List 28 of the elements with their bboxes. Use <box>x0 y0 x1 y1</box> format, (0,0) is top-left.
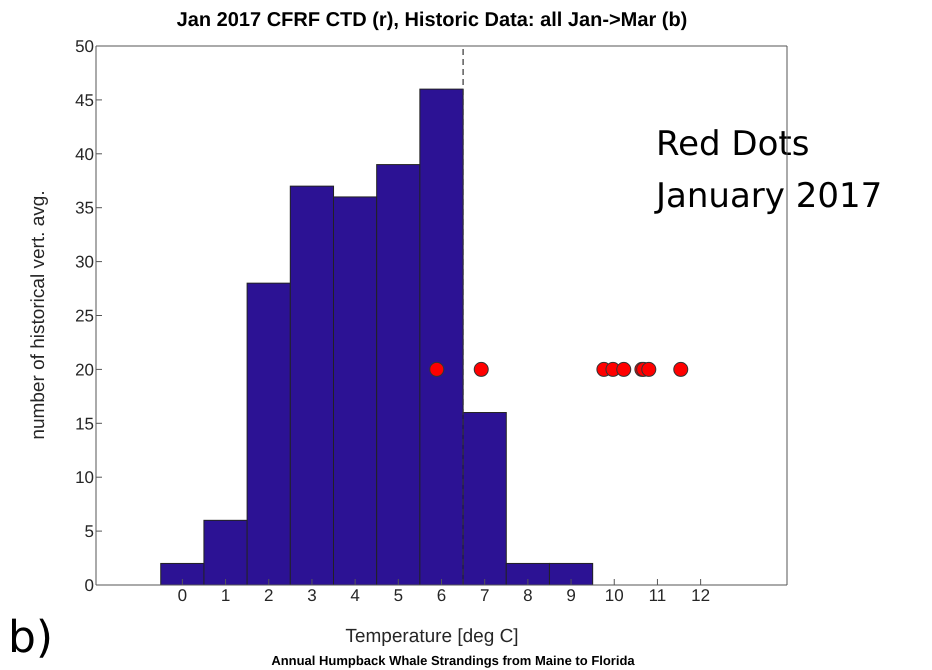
y-axis-title: number of historical vert. avg. <box>28 190 49 440</box>
y-tick-label: 50 <box>75 37 94 56</box>
x-tick-label: 7 <box>480 586 490 606</box>
x-tick-label: 10 <box>604 586 624 606</box>
x-tick-label: 3 <box>307 586 317 606</box>
y-tick-label: 5 <box>84 522 94 542</box>
x-tick-label: 11 <box>648 586 666 606</box>
y-tick-label: 35 <box>75 198 94 218</box>
text: Annual Humpback Whale Strandings from Maine to Florida <box>271 653 636 668</box>
text: b) <box>8 612 54 663</box>
x-tick-label: 8 <box>523 586 533 606</box>
x-tick-label: 12 <box>691 586 710 606</box>
y-tick-label: 15 <box>75 414 94 434</box>
y-tick-label: 20 <box>75 360 94 380</box>
x-axis-title: Temperature [deg C] <box>345 626 519 647</box>
x-tick-label: 4 <box>350 586 360 606</box>
x-tick-label: 0 <box>178 586 188 606</box>
x-tick-label: 9 <box>566 586 576 606</box>
chart-title: Jan 2017 CFRF CTD (r), Historic Data: all Jan->Mar (b) <box>176 9 688 31</box>
y-tick-label: 40 <box>75 144 94 164</box>
y-tick-label: 10 <box>75 468 94 488</box>
x-tick-label: 1 <box>220 586 230 606</box>
y-tick-label: 25 <box>75 306 94 326</box>
y-tick-label: 30 <box>75 252 94 272</box>
x-tick-label: 6 <box>436 586 446 606</box>
y-tick-label: 45 <box>75 90 94 110</box>
x-tick-label: 5 <box>394 586 404 606</box>
x-tick-label: 2 <box>264 586 274 606</box>
